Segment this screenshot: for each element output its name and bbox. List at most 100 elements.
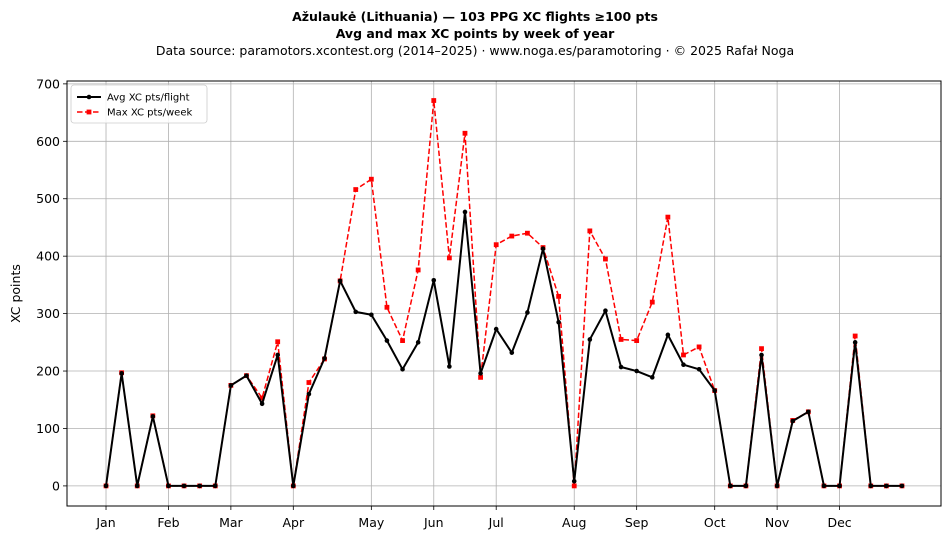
x-tick-label: Feb (157, 515, 179, 530)
data-point (228, 383, 234, 388)
data-point (509, 233, 515, 239)
data-point (384, 304, 390, 310)
data-point (587, 228, 593, 234)
data-point (540, 246, 546, 252)
data-point (431, 98, 437, 103)
data-point (368, 176, 374, 182)
data-point (852, 340, 858, 345)
data-point (774, 483, 780, 489)
data-point (525, 230, 530, 236)
data-point (134, 483, 140, 489)
data-point (649, 299, 655, 305)
x-tick-label: Dec (827, 515, 851, 530)
data-point (275, 352, 280, 358)
data-point (665, 214, 671, 220)
data-point (322, 356, 327, 361)
data-point (790, 418, 796, 424)
data-point (166, 483, 171, 489)
data-point (681, 352, 686, 358)
grid (67, 81, 941, 506)
data-point (462, 130, 468, 136)
data-point (478, 371, 483, 376)
data-point (353, 309, 359, 315)
chart-titles: Ažulaukė (Lithuania) — 103 PPG XC flight… (0, 8, 950, 59)
series-0 (103, 209, 905, 489)
x-tick-label: Aug (562, 515, 586, 530)
data-point (634, 338, 640, 343)
data-point (306, 391, 312, 397)
data-point (103, 483, 109, 489)
data-point (603, 308, 608, 314)
data-point (447, 364, 452, 369)
x-tick-label: Jun (423, 515, 444, 530)
data-point (462, 209, 468, 215)
chart-subtitle: Avg and max XC points by week of year (335, 26, 615, 41)
y-axis: 0 100 200 300 400 500 600 700 (36, 76, 67, 493)
data-point (369, 312, 374, 318)
data-point (259, 401, 265, 407)
data-point (509, 350, 515, 355)
data-point (197, 483, 202, 489)
data-point (478, 374, 483, 380)
legend-box (70, 84, 208, 124)
data-point (556, 293, 562, 299)
data-point (759, 352, 764, 358)
y-tick-label: 700 (36, 76, 60, 91)
data-point (696, 367, 702, 372)
data-point (384, 338, 390, 343)
y-tick-label: 500 (36, 191, 60, 206)
data-point (291, 483, 296, 489)
data-point (649, 375, 655, 380)
data-point (181, 483, 187, 489)
data-point (759, 346, 764, 352)
series-layer (103, 98, 905, 489)
x-tick-label: Jul (488, 515, 504, 530)
data-point (665, 332, 671, 338)
legend-marker (86, 94, 92, 100)
legend-marker (86, 109, 92, 115)
data-point (493, 242, 499, 248)
data-point (446, 255, 452, 261)
data-point (556, 319, 561, 325)
x-tick-label: Apr (282, 515, 304, 530)
data-point (634, 368, 639, 374)
y-tick-label: 100 (36, 421, 60, 436)
data-point (571, 479, 577, 484)
data-point (696, 344, 702, 350)
data-point (899, 483, 905, 489)
x-tick-label: Oct (704, 515, 726, 530)
data-point (493, 326, 499, 332)
data-point (618, 337, 624, 342)
y-tick-label: 200 (36, 364, 60, 379)
x-tick-label: Mar (219, 515, 243, 530)
data-point (119, 371, 124, 376)
x-tick-label: Sep (625, 515, 649, 530)
data-point (712, 388, 717, 393)
data-point (728, 483, 733, 489)
series-line (105, 210, 902, 487)
data-point (681, 362, 686, 368)
data-point (259, 395, 265, 401)
data-point (618, 364, 624, 370)
data-point (821, 483, 827, 489)
y-axis-label: XC points (8, 264, 23, 323)
data-point (837, 483, 842, 489)
y-tick-label: 400 (36, 249, 60, 264)
data-point (415, 340, 421, 345)
chart-title: Ažulaukė (Lithuania) — 103 PPG XC flight… (292, 9, 658, 24)
data-point (150, 414, 156, 419)
x-tick-label: Nov (765, 515, 790, 530)
data-point (868, 483, 874, 489)
data-point (852, 333, 858, 339)
y-tick-label: 300 (36, 306, 60, 321)
data-point (415, 267, 421, 273)
data-point (337, 278, 343, 284)
data-point (571, 483, 577, 489)
data-point (431, 277, 437, 283)
data-point (400, 367, 405, 372)
legend-label: Max XC pts/week (107, 108, 192, 119)
data-point (306, 380, 312, 385)
data-point (353, 187, 359, 192)
data-point (884, 483, 889, 489)
